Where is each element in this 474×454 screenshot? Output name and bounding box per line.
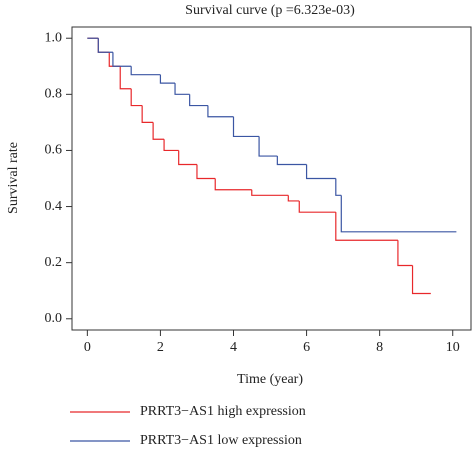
legend-label: PRRT3−AS1 low expression bbox=[140, 433, 302, 448]
survival-step bbox=[130, 66, 161, 76]
survival-step bbox=[232, 116, 260, 138]
y-tick-label: 0.0 bbox=[45, 311, 63, 326]
x-axis-label: Time (year) bbox=[237, 372, 303, 387]
survival-step bbox=[411, 265, 431, 295]
y-tick-label: 0.4 bbox=[45, 199, 63, 214]
survival-step bbox=[152, 122, 165, 140]
legend-label: PRRT3−AS1 high expression bbox=[140, 404, 306, 419]
survival-step bbox=[335, 178, 342, 196]
x-tick-label: 10 bbox=[446, 340, 460, 355]
x-tick-label: 2 bbox=[157, 340, 164, 355]
x-tick-label: 4 bbox=[230, 340, 237, 355]
y-tick-label: 0.6 bbox=[45, 143, 63, 158]
x-tick-label: 6 bbox=[303, 340, 310, 355]
y-tick-label: 0.2 bbox=[45, 255, 63, 270]
survival-step bbox=[340, 195, 457, 233]
survival-step bbox=[298, 200, 336, 213]
y-tick-label: 1.0 bbox=[45, 30, 63, 45]
chart-title: Survival curve (p =6.323e-03) bbox=[185, 3, 355, 18]
survival-step bbox=[258, 136, 278, 157]
survival-step bbox=[305, 164, 336, 180]
survival-step bbox=[163, 139, 179, 152]
survival-step bbox=[159, 74, 176, 84]
survival-step bbox=[130, 88, 143, 107]
survival-step bbox=[397, 240, 413, 267]
survival-step bbox=[251, 189, 289, 196]
survival-step bbox=[108, 52, 121, 67]
survival-step bbox=[174, 83, 190, 95]
x-tick-label: 8 bbox=[376, 340, 383, 355]
survival-step bbox=[207, 105, 234, 118]
y-tick-label: 0.8 bbox=[45, 87, 63, 102]
survival-step bbox=[119, 66, 132, 90]
survival-step bbox=[141, 105, 154, 123]
survival-step bbox=[287, 195, 300, 202]
survival-step bbox=[112, 52, 132, 67]
survival-step bbox=[214, 178, 252, 191]
survival-step bbox=[276, 156, 307, 166]
survival-step bbox=[178, 150, 197, 166]
y-axis-label: Survival rate bbox=[6, 142, 21, 214]
survival-step bbox=[335, 212, 398, 241]
survival-step bbox=[97, 38, 113, 53]
survival-step bbox=[97, 38, 110, 53]
survival-step bbox=[189, 94, 208, 107]
x-tick-label: 0 bbox=[84, 340, 91, 355]
plot-frame bbox=[71, 26, 472, 331]
survival-step bbox=[196, 164, 216, 180]
